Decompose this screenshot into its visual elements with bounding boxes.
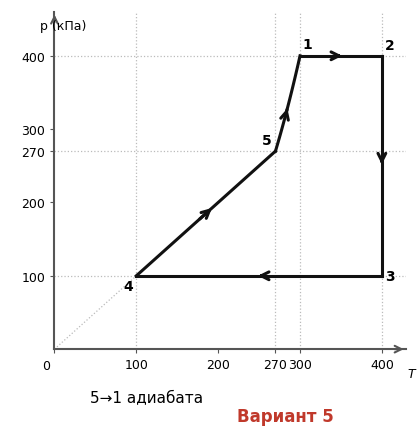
- Text: 4: 4: [123, 279, 133, 293]
- Text: p (кПа): p (кПа): [40, 20, 86, 33]
- Text: 5: 5: [261, 134, 272, 148]
- Text: 2: 2: [385, 39, 395, 53]
- Text: 5→1 адиабата: 5→1 адиабата: [90, 390, 203, 405]
- Text: Вариант 5: Вариант 5: [237, 407, 333, 425]
- Text: 0: 0: [42, 359, 50, 372]
- Text: 1: 1: [303, 38, 312, 52]
- Text: T (K): T (K): [408, 368, 419, 380]
- Text: 3: 3: [385, 269, 395, 283]
